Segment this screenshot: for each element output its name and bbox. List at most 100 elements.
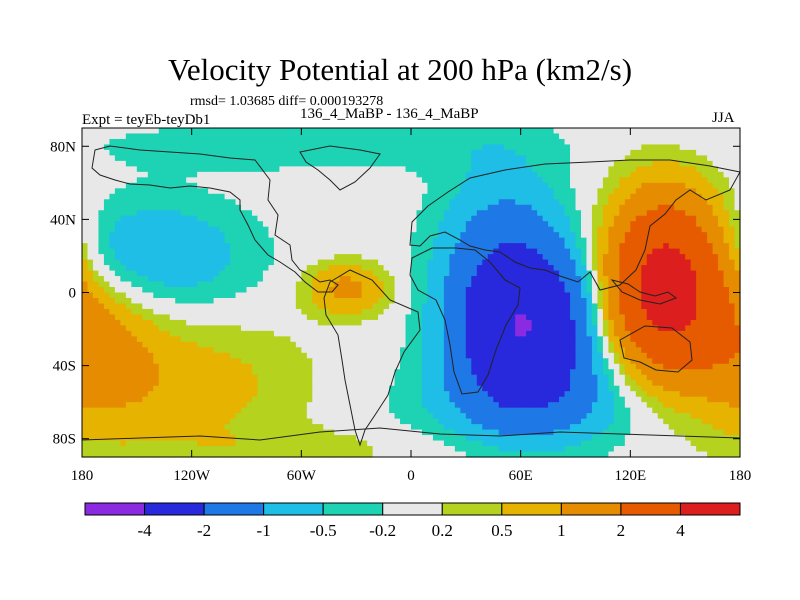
field-cell bbox=[674, 128, 681, 135]
field-cell bbox=[268, 314, 275, 321]
field-cell bbox=[241, 199, 248, 206]
field-cell bbox=[575, 193, 582, 200]
field-cell bbox=[602, 347, 609, 354]
field-cell bbox=[82, 182, 89, 189]
field-cell bbox=[602, 177, 609, 184]
field-cell bbox=[641, 243, 648, 250]
field-cell bbox=[432, 171, 440, 178]
field-cell bbox=[158, 341, 165, 348]
field-cell bbox=[575, 325, 582, 332]
field-cell bbox=[147, 336, 154, 343]
field-cell bbox=[136, 341, 143, 348]
field-cell bbox=[98, 276, 105, 283]
field-cell bbox=[394, 215, 401, 222]
field-cell bbox=[284, 166, 291, 173]
field-cell bbox=[262, 155, 270, 162]
field-cell bbox=[685, 215, 692, 222]
field-cell bbox=[257, 232, 264, 239]
field-cell bbox=[646, 182, 653, 189]
field-cell bbox=[652, 177, 659, 184]
field-cell bbox=[498, 138, 505, 146]
field-cell bbox=[553, 226, 560, 233]
field-cell bbox=[191, 226, 198, 233]
field-cell bbox=[586, 226, 593, 233]
field-cell bbox=[674, 281, 681, 288]
field-cell bbox=[575, 144, 582, 151]
field-cell bbox=[586, 160, 593, 167]
field-cell bbox=[241, 341, 248, 348]
field-cell bbox=[246, 160, 253, 167]
field-cell bbox=[630, 325, 637, 332]
field-cell bbox=[87, 128, 94, 135]
field-cell bbox=[432, 265, 440, 272]
field-cell bbox=[690, 171, 697, 178]
field-cell bbox=[383, 149, 390, 157]
field-cell bbox=[482, 149, 489, 157]
field-cell bbox=[690, 254, 697, 261]
field-cell bbox=[175, 221, 182, 228]
field-cell bbox=[515, 188, 522, 195]
field-cell bbox=[147, 287, 154, 294]
field-cell bbox=[498, 204, 505, 211]
field-cell bbox=[372, 144, 379, 151]
field-cell bbox=[690, 336, 697, 343]
field-cell bbox=[723, 193, 730, 200]
field-cell bbox=[350, 259, 357, 266]
field-cell bbox=[646, 308, 653, 316]
field-cell bbox=[432, 248, 440, 255]
field-cell bbox=[356, 281, 363, 288]
field-cell bbox=[460, 243, 467, 250]
field-cell bbox=[493, 292, 500, 299]
field-cell bbox=[164, 303, 171, 310]
field-cell bbox=[158, 297, 165, 305]
field-cell bbox=[641, 319, 648, 326]
field-cell bbox=[608, 276, 615, 283]
field-cell bbox=[394, 199, 401, 206]
field-cell bbox=[427, 204, 434, 211]
field-cell bbox=[158, 221, 165, 228]
field-cell bbox=[624, 204, 631, 211]
field-cell bbox=[460, 292, 467, 299]
field-cell bbox=[339, 325, 346, 332]
field-cell bbox=[273, 276, 280, 283]
field-cell bbox=[591, 149, 599, 157]
field-cell bbox=[125, 177, 132, 184]
field-cell bbox=[438, 237, 445, 244]
field-cell bbox=[180, 319, 187, 326]
field-cell bbox=[580, 182, 588, 189]
field-cell bbox=[389, 166, 396, 173]
field-cell bbox=[279, 237, 286, 244]
field-cell bbox=[191, 276, 198, 283]
field-cell bbox=[608, 177, 615, 184]
field-cell bbox=[685, 259, 692, 266]
field-cell bbox=[487, 308, 494, 316]
field-cell bbox=[213, 287, 220, 294]
field-cell bbox=[668, 215, 675, 222]
field-cell bbox=[246, 303, 253, 310]
field-cell bbox=[317, 352, 324, 359]
field-cell bbox=[701, 133, 708, 140]
field-cell bbox=[290, 330, 297, 337]
field-cell bbox=[312, 314, 319, 321]
field-cell bbox=[389, 259, 396, 266]
field-cell bbox=[345, 226, 352, 233]
field-cell bbox=[718, 265, 725, 272]
field-cell bbox=[328, 182, 335, 189]
field-cell bbox=[432, 292, 440, 299]
field-cell bbox=[361, 210, 368, 217]
field-cell bbox=[394, 347, 401, 354]
field-cell bbox=[367, 204, 374, 211]
field-cell bbox=[98, 281, 105, 288]
field-cell bbox=[82, 347, 89, 354]
field-cell bbox=[542, 199, 549, 206]
field-cell bbox=[635, 182, 642, 189]
field-cell bbox=[685, 319, 692, 326]
field-cell bbox=[131, 226, 138, 233]
field-cell bbox=[405, 281, 412, 288]
field-cell bbox=[663, 287, 670, 294]
field-cell bbox=[323, 199, 330, 206]
field-cell bbox=[679, 297, 686, 305]
field-cell bbox=[400, 226, 407, 233]
field-cell bbox=[158, 308, 165, 316]
field-cell bbox=[734, 149, 741, 157]
